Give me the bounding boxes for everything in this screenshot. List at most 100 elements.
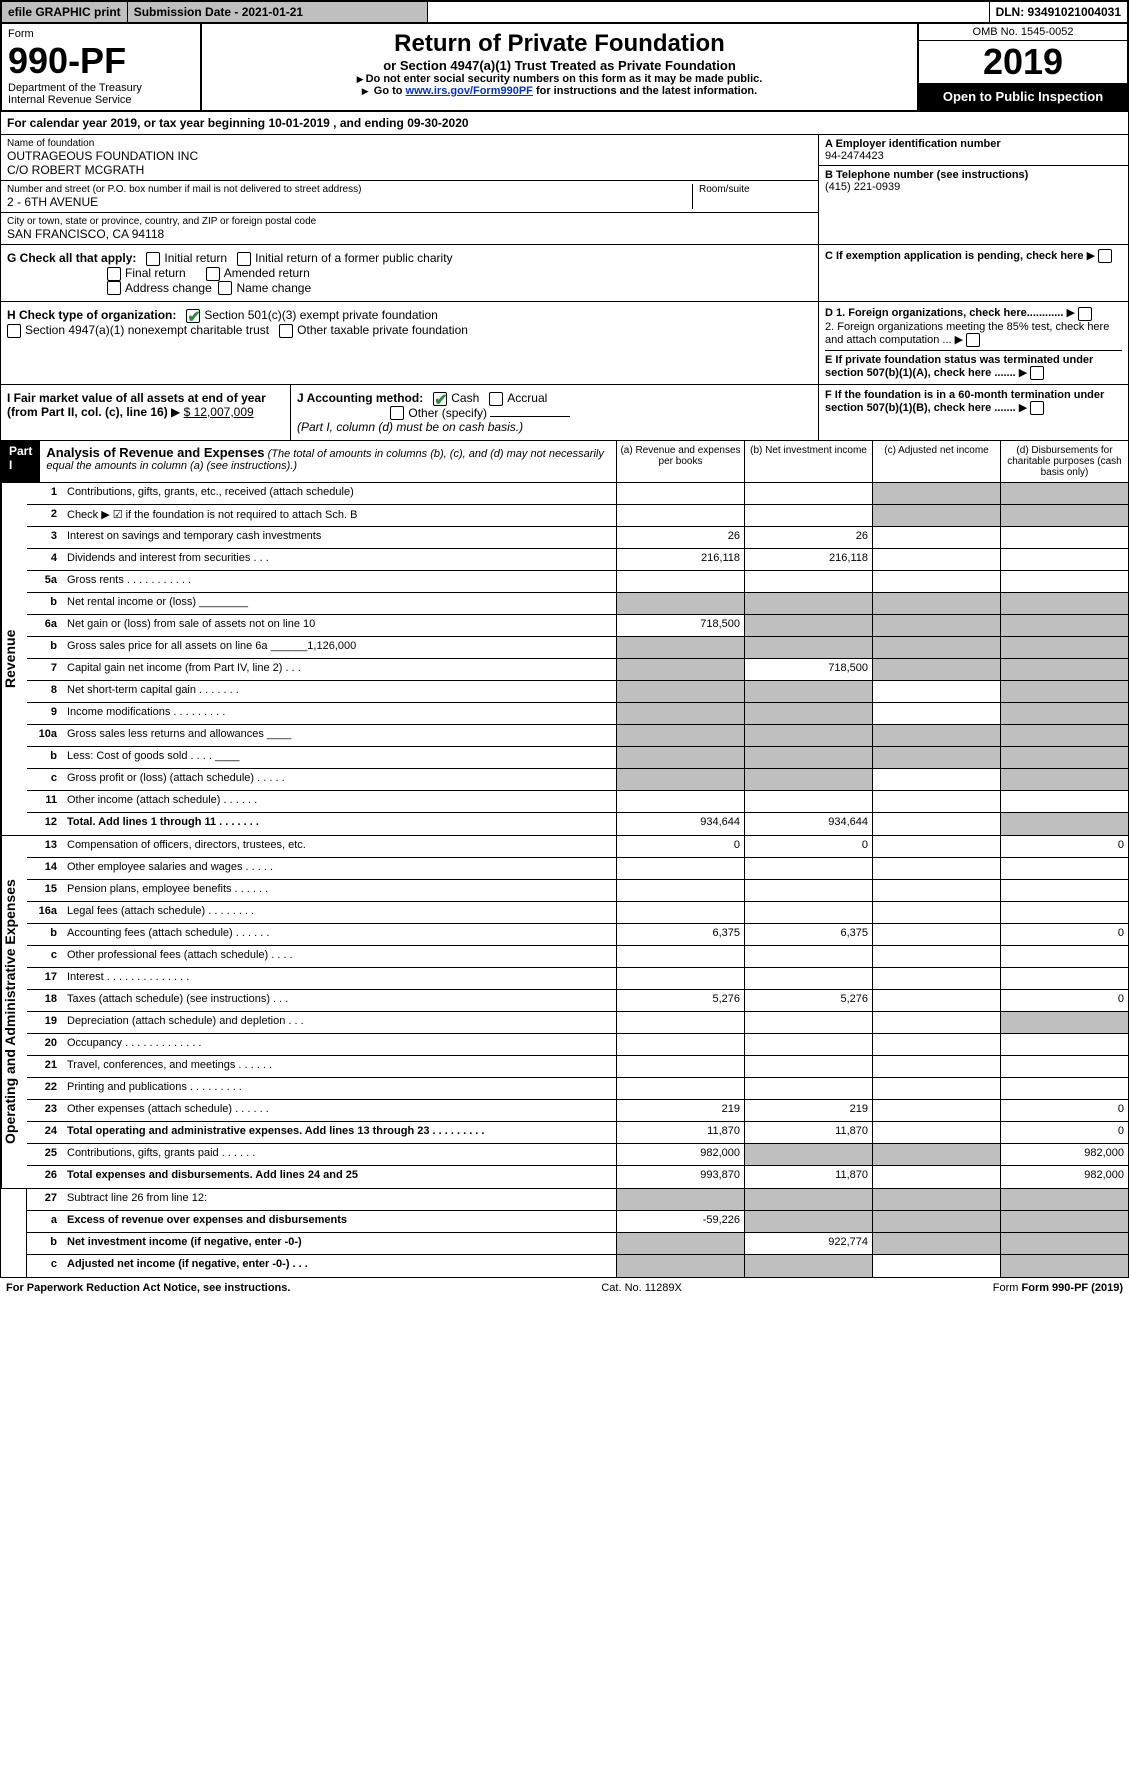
row-desc: Compensation of officers, directors, tru… <box>63 836 616 857</box>
ck-d2[interactable] <box>966 333 980 347</box>
cell-d <box>1000 946 1128 967</box>
cell-b <box>744 1144 872 1165</box>
cell-c <box>872 990 1000 1011</box>
cell-b: 0 <box>744 836 872 857</box>
table-row: 22Printing and publications . . . . . . … <box>27 1078 1128 1100</box>
cell-a: 216,118 <box>616 549 744 570</box>
table-row: 8Net short-term capital gain . . . . . .… <box>27 681 1128 703</box>
cell-a <box>616 747 744 768</box>
table-row: 21Travel, conferences, and meetings . . … <box>27 1056 1128 1078</box>
cell-a <box>616 1078 744 1099</box>
id-left: Name of foundation OUTRAGEOUS FOUNDATION… <box>1 135 818 244</box>
open-inspection: Open to Public Inspection <box>919 83 1127 110</box>
footer-mid: Cat. No. 11289X <box>601 1282 682 1294</box>
cell-a <box>616 1189 744 1210</box>
cell-b: 219 <box>744 1100 872 1121</box>
ein-label: A Employer identification number <box>825 138 1122 150</box>
row-desc: Total expenses and disbursements. Add li… <box>63 1166 616 1188</box>
cell-b: 5,276 <box>744 990 872 1011</box>
row-desc: Pension plans, employee benefits . . . .… <box>63 880 616 901</box>
cell-c <box>872 1211 1000 1232</box>
table-row: bLess: Cost of goods sold . . . . ____ <box>27 747 1128 769</box>
dept: Department of the Treasury <box>8 82 194 94</box>
f-box: F If the foundation is in a 60-month ter… <box>818 385 1128 441</box>
ck-final[interactable] <box>107 267 121 281</box>
ck-f[interactable] <box>1030 401 1044 415</box>
cell-a <box>616 946 744 967</box>
cell-b <box>744 858 872 879</box>
cell-c <box>872 527 1000 548</box>
g-address: Address change <box>125 281 212 295</box>
cell-c <box>872 659 1000 680</box>
cell-d <box>1000 880 1128 901</box>
j-label: J Accounting method: <box>297 391 423 405</box>
cell-d: 0 <box>1000 990 1128 1011</box>
table-row: cOther professional fees (attach schedul… <box>27 946 1128 968</box>
ck-d1[interactable] <box>1078 307 1092 321</box>
table-row: 17Interest . . . . . . . . . . . . . . <box>27 968 1128 990</box>
ck-address[interactable] <box>107 281 121 295</box>
ck-namechg[interactable] <box>218 281 232 295</box>
cell-b: 6,375 <box>744 924 872 945</box>
table-row: 23Other expenses (attach schedule) . . .… <box>27 1100 1128 1122</box>
row-num: 3 <box>27 527 63 548</box>
foundation-name-1: OUTRAGEOUS FOUNDATION INC <box>7 149 812 163</box>
row-num: 21 <box>27 1056 63 1077</box>
cal-pre: For calendar year 2019, or tax year begi… <box>7 116 268 130</box>
ck-c[interactable] <box>1098 249 1112 263</box>
form-title: Return of Private Foundation <box>208 30 911 58</box>
cell-c <box>872 681 1000 702</box>
form-header: Form 990-PF Department of the Treasury I… <box>0 24 1129 112</box>
row-desc: Net rental income or (loss) ________ <box>63 593 616 614</box>
row-num: 5a <box>27 571 63 592</box>
expenses-body: 13Compensation of officers, directors, t… <box>27 836 1128 1188</box>
row-desc: Other professional fees (attach schedule… <box>63 946 616 967</box>
cal-mid: , and ending <box>330 116 407 130</box>
cell-d: 982,000 <box>1000 1166 1128 1188</box>
cell-d <box>1000 813 1128 835</box>
form-link[interactable]: www.irs.gov/Form990PF <box>406 85 533 97</box>
ck-initial[interactable] <box>146 252 160 266</box>
ck-other-tax[interactable] <box>279 324 293 338</box>
ck-amended[interactable] <box>206 267 220 281</box>
row-num: b <box>27 924 63 945</box>
table-row: bNet investment income (if negative, ent… <box>27 1233 1128 1255</box>
cell-b <box>744 1078 872 1099</box>
ck-4947[interactable] <box>7 324 21 338</box>
cell-c <box>872 813 1000 835</box>
ck-cash[interactable] <box>433 392 447 406</box>
row-desc: Gross rents . . . . . . . . . . . <box>63 571 616 592</box>
row-num: 26 <box>27 1166 63 1188</box>
cell-c <box>872 615 1000 636</box>
table-row: 16aLegal fees (attach schedule) . . . . … <box>27 902 1128 924</box>
row-desc: Net investment income (if negative, ente… <box>63 1233 616 1254</box>
ck-accrual[interactable] <box>489 392 503 406</box>
tax-year: 2019 <box>919 41 1127 83</box>
cell-a: -59,226 <box>616 1211 744 1232</box>
cell-d: 982,000 <box>1000 1144 1128 1165</box>
ck-initial-former[interactable] <box>237 252 251 266</box>
phone-label: B Telephone number (see instructions) <box>825 169 1122 181</box>
cell-b <box>744 1056 872 1077</box>
cell-c <box>872 1078 1000 1099</box>
cell-c <box>872 968 1000 989</box>
line27-table: 27Subtract line 26 from line 12:aExcess … <box>0 1189 1129 1278</box>
spacer <box>428 2 990 22</box>
table-row: bGross sales price for all assets on lin… <box>27 637 1128 659</box>
row-desc: Other income (attach schedule) . . . . .… <box>63 791 616 812</box>
city-label: City or town, state or province, country… <box>7 216 812 227</box>
ck-other-method[interactable] <box>390 406 404 420</box>
cell-a <box>616 1233 744 1254</box>
row-desc: Gross sales price for all assets on line… <box>63 637 616 658</box>
ck-501c3[interactable] <box>186 309 200 323</box>
j-box: J Accounting method: Cash Accrual Other … <box>291 385 818 441</box>
row-num: 19 <box>27 1012 63 1033</box>
cell-b <box>744 791 872 812</box>
cell-c <box>872 880 1000 901</box>
ck-e[interactable] <box>1030 366 1044 380</box>
cell-c <box>872 791 1000 812</box>
submission-date: Submission Date - 2021-01-21 <box>128 2 428 22</box>
row-num: b <box>27 747 63 768</box>
cell-c <box>872 1122 1000 1143</box>
cell-d <box>1000 791 1128 812</box>
